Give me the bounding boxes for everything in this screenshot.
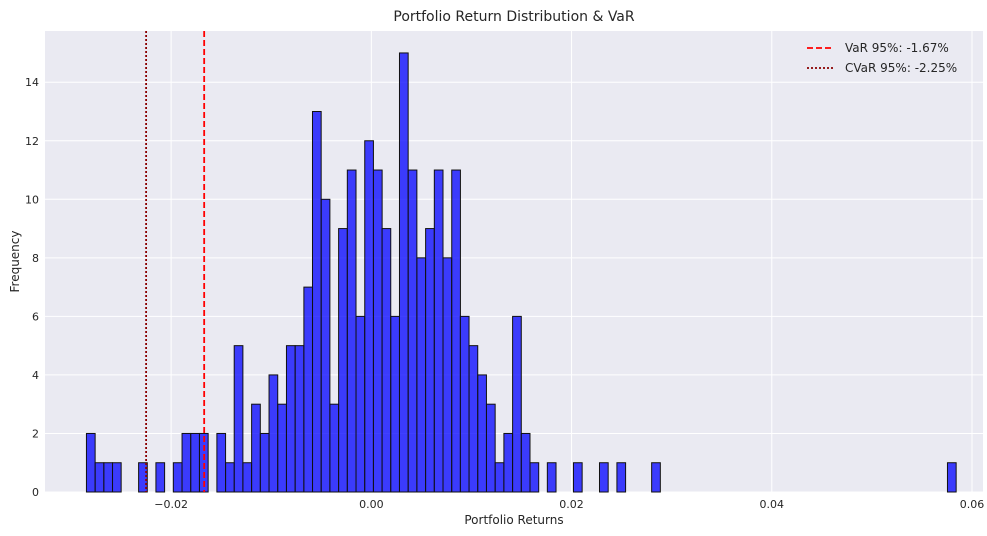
tick-labels: −0.02 0.00 0.02 0.04 0.06 0 2 4 6 8 10 12 14 [25, 76, 984, 511]
histogram-bar [416, 257, 427, 493]
histogram-bar [494, 462, 505, 493]
x-tick-label: 0.04 [760, 498, 785, 511]
histogram-bar [364, 140, 374, 493]
histogram-bars [85, 52, 957, 493]
histogram-bar [346, 169, 357, 493]
histogram-bar [372, 169, 383, 493]
y-axis-label: Frequency [8, 231, 22, 293]
histogram-bar [485, 403, 496, 493]
y-tick-label: 10 [25, 193, 39, 206]
histogram-bar [451, 169, 461, 493]
histogram-bar [103, 462, 114, 493]
histogram-bar [477, 374, 487, 493]
histogram-bar [216, 432, 227, 493]
x-tick-label: 0.02 [559, 498, 584, 511]
histogram-bar [598, 462, 609, 493]
histogram-bar [285, 345, 296, 493]
histogram-bar [433, 169, 444, 493]
histogram-bar [111, 462, 122, 493]
histogram-bar [468, 345, 479, 493]
y-tick-label: 12 [25, 135, 39, 148]
histogram-bar [459, 315, 470, 493]
histogram-bar [242, 462, 253, 493]
histogram-bar [503, 432, 514, 493]
legend-cvar-label: CVaR 95%: -2.25% [845, 61, 957, 75]
histogram-bar [94, 462, 105, 493]
y-tick-label: 6 [32, 310, 39, 323]
histogram-bar [425, 228, 435, 493]
legend: VaR 95%: -1.67% CVaR 95%: -2.25% [807, 41, 957, 75]
y-tick-label: 0 [32, 486, 39, 499]
histogram-bar [320, 198, 331, 493]
histogram-bar [311, 110, 322, 493]
histogram-bar [190, 432, 200, 493]
histogram-bar [546, 462, 557, 493]
histogram-bar [407, 169, 418, 493]
x-tick-label: 0.00 [359, 498, 384, 511]
y-tick-label: 4 [32, 369, 39, 382]
histogram-bar [294, 345, 305, 493]
histogram-bar [520, 432, 531, 493]
y-tick-label: 2 [32, 427, 39, 440]
legend-var-label: VaR 95%: -1.67% [845, 41, 949, 55]
histogram-bar [268, 374, 279, 493]
histogram-bar [138, 462, 148, 493]
histogram-bar [233, 345, 244, 493]
grid-lines [45, 31, 983, 493]
histogram-bar [946, 462, 957, 493]
y-tick-label: 14 [25, 76, 39, 89]
reference-lines [145, 31, 206, 492]
histogram-bar [225, 462, 235, 493]
histogram-bar [259, 432, 270, 493]
histogram-bar [155, 462, 166, 493]
histogram-bar [390, 315, 400, 493]
histogram-bar [381, 228, 392, 493]
x-axis-label: Portfolio Returns [464, 513, 563, 527]
histogram-bar [303, 286, 314, 493]
histogram-bar [338, 228, 348, 493]
histogram-bar [355, 315, 366, 493]
y-tick-label: 8 [32, 252, 39, 265]
histogram-bar [85, 432, 96, 493]
histogram-bar [651, 462, 661, 493]
histogram-bar [442, 257, 453, 493]
histogram-bar [512, 315, 522, 493]
x-tick-label: 0.06 [960, 498, 985, 511]
histogram-bar [251, 403, 261, 493]
histogram-bar [616, 462, 627, 493]
histogram-bar [277, 403, 287, 493]
histogram-bar [172, 462, 183, 493]
histogram-bar [181, 432, 192, 493]
x-tick-label: −0.02 [154, 498, 188, 511]
histogram-bar [572, 462, 583, 493]
histogram-bar [329, 403, 340, 493]
chart-title: Portfolio Return Distribution & VaR [393, 9, 635, 25]
histogram-bar [398, 52, 409, 493]
histogram-bar [529, 462, 540, 493]
